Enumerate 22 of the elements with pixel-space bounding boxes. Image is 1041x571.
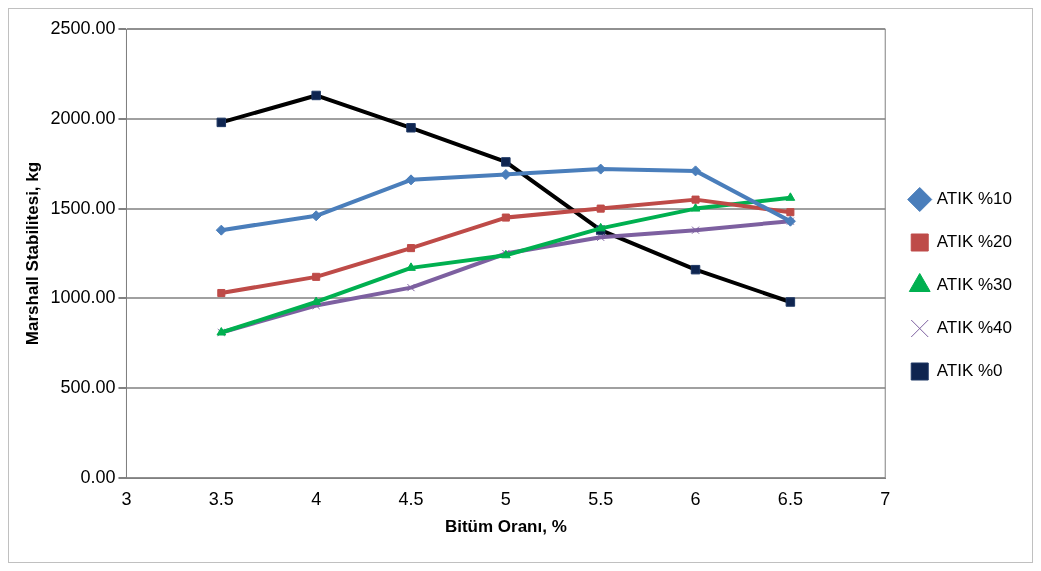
x-tick-label: 6.5 bbox=[777, 488, 803, 509]
y-tick-label: 1000.00 bbox=[50, 287, 116, 308]
x-axis-title: Bitüm Oranı, % bbox=[444, 517, 567, 537]
x-tick-label: 5.5 bbox=[588, 488, 614, 509]
x-tick-label: 3.5 bbox=[208, 488, 234, 509]
y-axis-title: Marshall Stabilitesi, kg bbox=[22, 161, 42, 346]
x-tick-label: 5 bbox=[500, 488, 511, 509]
legend-label: ATIK %40 bbox=[936, 318, 1013, 338]
x-tick-label: 6 bbox=[690, 488, 701, 509]
y-tick-label: 2000.00 bbox=[50, 107, 116, 128]
y-tick-label: 500.00 bbox=[60, 377, 116, 398]
legend-label: ATIK %10 bbox=[936, 189, 1013, 209]
y-tick-label: 0.00 bbox=[80, 466, 116, 487]
x-tick-label: 3 bbox=[121, 488, 132, 509]
y-tick-label: 1500.00 bbox=[50, 197, 116, 218]
x-tick-label: 4.5 bbox=[398, 488, 424, 509]
x-tick-label: 7 bbox=[880, 488, 891, 509]
y-tick-label: 2500.00 bbox=[50, 17, 116, 38]
x-tick-label: 4 bbox=[311, 488, 322, 509]
legend-label: ATIK %20 bbox=[936, 232, 1013, 252]
legend-label: ATIK %0 bbox=[936, 361, 1003, 381]
legend-label: ATIK %30 bbox=[936, 275, 1013, 295]
